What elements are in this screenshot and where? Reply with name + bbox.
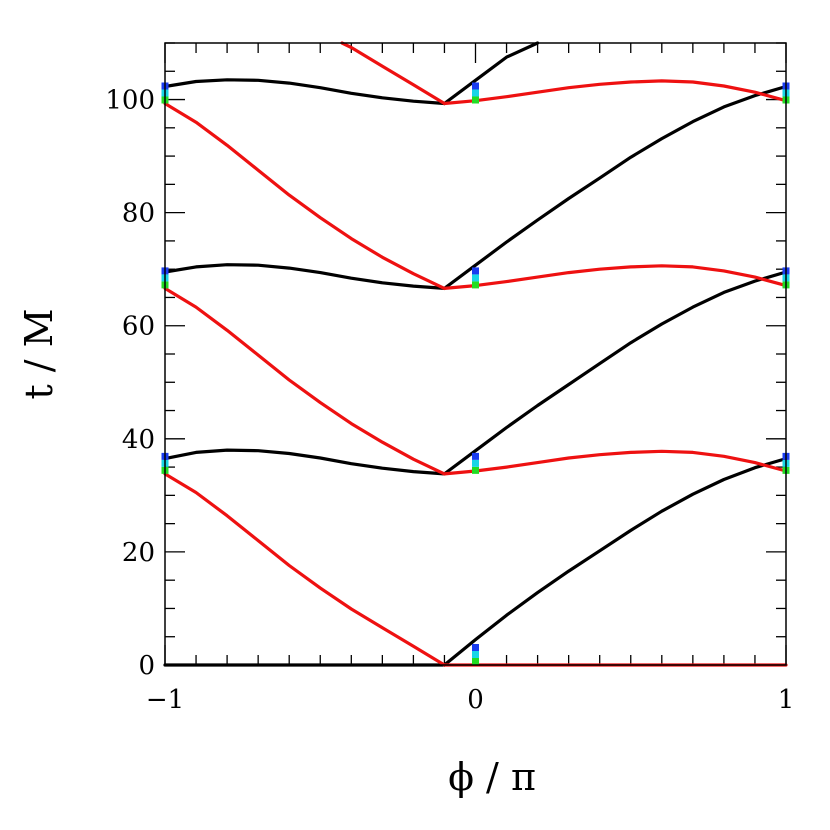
y-axis-label: t / M [17, 308, 61, 399]
red-curve-1 [163, 472, 446, 667]
y-tick-label: 80 [122, 199, 155, 229]
black-curve-5 [442, 84, 788, 290]
black-curve-7 [442, 41, 540, 106]
y-tick-label: 40 [122, 425, 155, 455]
black-curve-4 [163, 263, 446, 290]
y-tick-label: 0 [138, 651, 155, 681]
y-tick-label: 60 [122, 312, 155, 342]
x-tick-label: −1 [146, 685, 184, 715]
tick-labels: 0 20 40 60 80 100 −1 0 1 [105, 86, 794, 715]
x-tick-label: 1 [778, 685, 795, 715]
red-curve-2 [442, 449, 788, 476]
plot-frame [164, 42, 787, 666]
red-curve-3 [163, 286, 446, 476]
black-curve-2 [163, 448, 446, 476]
y-tick-label: 100 [105, 86, 155, 116]
black-curve-3 [442, 270, 788, 476]
black-curve-6 [163, 78, 446, 106]
red-curve-5 [163, 101, 446, 290]
x-tick-label: 0 [467, 685, 484, 715]
series-group [163, 41, 788, 667]
x-axis-label: ϕ / π [448, 755, 536, 799]
red-curve-7 [340, 41, 446, 106]
y-tick-label: 20 [122, 538, 155, 568]
red-curve-4 [442, 264, 788, 290]
red-curve-6 [442, 79, 788, 106]
black-curve-1 [442, 457, 788, 667]
